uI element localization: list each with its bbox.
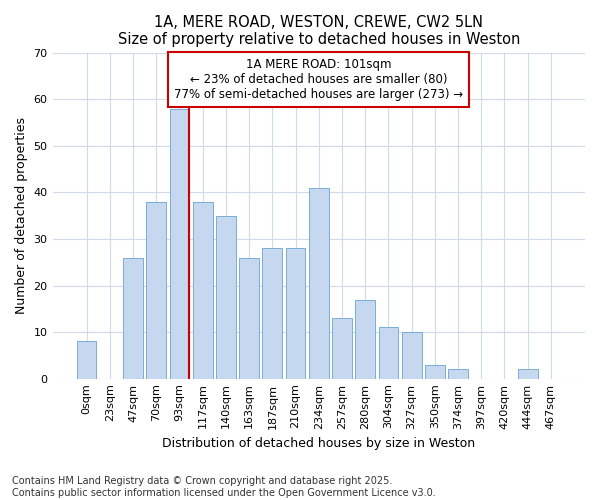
Bar: [518, 370, 538, 378]
Text: 1A MERE ROAD: 101sqm
← 23% of detached houses are smaller (80)
77% of semi-detac: 1A MERE ROAD: 101sqm ← 23% of detached h…: [174, 58, 463, 100]
Bar: [332, 318, 352, 378]
Bar: [123, 258, 143, 378]
Bar: [448, 370, 468, 378]
Bar: [77, 342, 97, 378]
X-axis label: Distribution of detached houses by size in Weston: Distribution of detached houses by size …: [162, 437, 475, 450]
Bar: [239, 258, 259, 378]
Bar: [262, 248, 282, 378]
Bar: [146, 202, 166, 378]
Bar: [309, 188, 329, 378]
Bar: [379, 328, 398, 378]
Title: 1A, MERE ROAD, WESTON, CREWE, CW2 5LN
Size of property relative to detached hous: 1A, MERE ROAD, WESTON, CREWE, CW2 5LN Si…: [118, 15, 520, 48]
Bar: [170, 108, 190, 378]
Bar: [402, 332, 422, 378]
Text: Contains HM Land Registry data © Crown copyright and database right 2025.
Contai: Contains HM Land Registry data © Crown c…: [12, 476, 436, 498]
Bar: [355, 300, 375, 378]
Bar: [425, 364, 445, 378]
Bar: [286, 248, 305, 378]
Bar: [193, 202, 212, 378]
Y-axis label: Number of detached properties: Number of detached properties: [15, 117, 28, 314]
Bar: [216, 216, 236, 378]
